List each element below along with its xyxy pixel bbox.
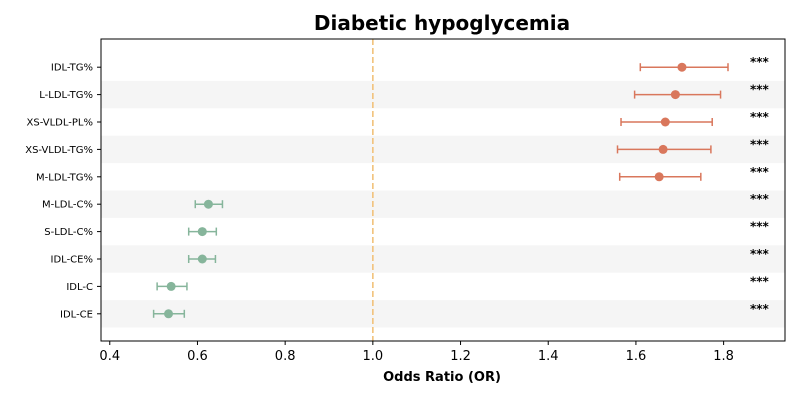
or-point bbox=[203, 199, 213, 209]
y-tick-label: IDL-CE bbox=[60, 309, 93, 320]
row-band bbox=[101, 300, 785, 328]
plot-frame bbox=[100, 38, 786, 342]
significance-label: *** bbox=[750, 192, 770, 206]
or-point bbox=[164, 309, 174, 319]
y-tick-label: XS-VLDL-TG% bbox=[25, 145, 93, 156]
significance-label: *** bbox=[750, 137, 770, 151]
significance-label: *** bbox=[750, 165, 770, 179]
or-point bbox=[670, 90, 680, 100]
x-tick-label: 1.6 bbox=[626, 349, 647, 364]
x-tick-label: 1.8 bbox=[713, 349, 734, 364]
x-tick-label: 1.2 bbox=[450, 349, 471, 364]
significance-label: *** bbox=[750, 55, 770, 69]
data-marks: *** *** *** *** *** *** *** *** *** *** bbox=[152, 55, 770, 319]
significance-label: *** bbox=[750, 247, 770, 261]
x-tick-label: 1.4 bbox=[538, 349, 559, 364]
y-axis: IDL-TG% L-LDL-TG% XS-VLDL-PL% XS-VLDL-TG% M-… bbox=[25, 63, 101, 320]
or-point bbox=[197, 254, 207, 264]
y-tick-label: L-LDL-TG% bbox=[39, 90, 93, 101]
or-point bbox=[677, 62, 687, 72]
significance-label: *** bbox=[750, 274, 770, 288]
x-axis: 0.4 0.6 0.8 1.0 1.2 1.4 1.6 1.8 bbox=[99, 341, 734, 364]
or-point bbox=[658, 144, 668, 154]
or-point bbox=[166, 281, 176, 291]
y-tick-label: IDL-TG% bbox=[51, 63, 93, 74]
y-tick-label: IDL-CE% bbox=[51, 255, 93, 266]
y-tick-label: IDL-C bbox=[66, 282, 93, 293]
or-point bbox=[654, 172, 664, 182]
significance-label: *** bbox=[750, 302, 770, 316]
y-tick-label: XS-VLDL-PL% bbox=[27, 118, 93, 129]
y-tick-label: M-LDL-C% bbox=[42, 200, 93, 211]
x-axis-label: Odds Ratio (OR) bbox=[383, 370, 501, 385]
x-tick-label: 1.0 bbox=[363, 349, 384, 364]
or-point bbox=[660, 117, 670, 127]
x-tick-label: 0.8 bbox=[275, 349, 296, 364]
significance-label: *** bbox=[750, 220, 770, 234]
x-tick-label: 0.4 bbox=[99, 349, 120, 364]
significance-label: *** bbox=[750, 110, 770, 124]
significance-label: *** bbox=[750, 83, 770, 97]
chart-title: Diabetic hypoglycemia bbox=[314, 11, 570, 35]
or-point bbox=[197, 227, 207, 237]
y-tick-label: S-LDL-C% bbox=[44, 227, 93, 238]
x-tick-label: 0.6 bbox=[187, 349, 208, 364]
y-tick-label: M-LDL-TG% bbox=[36, 172, 93, 183]
